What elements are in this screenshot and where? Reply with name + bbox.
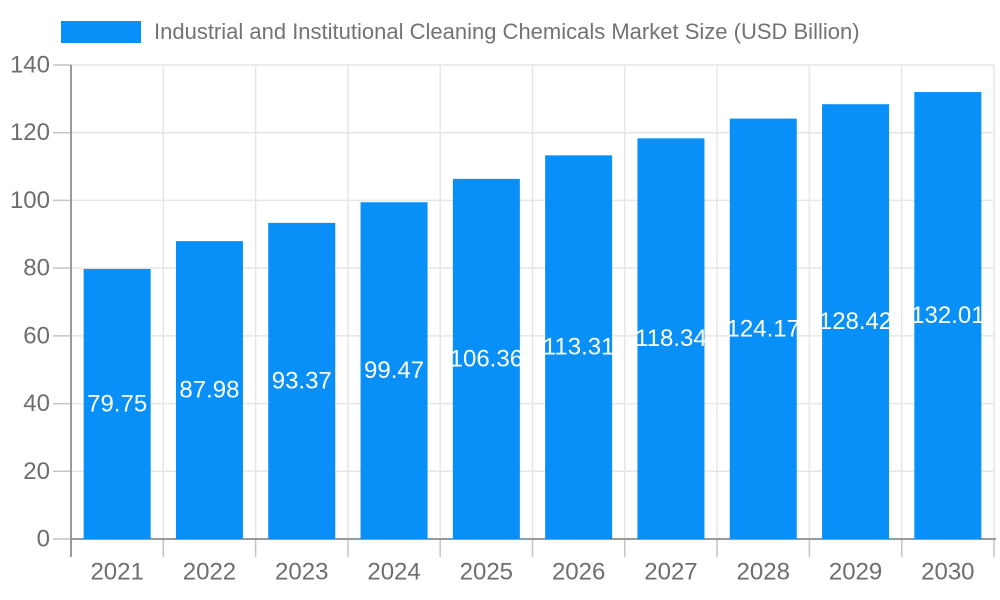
bar-2023[interactable] [268,222,336,539]
y-tick-label-80: 80 [23,255,50,282]
bar-value-label-2022: 87.98 [179,377,239,404]
x-tick-label-2030: 2030 [921,559,974,586]
bar-2029[interactable] [822,104,890,539]
y-tick-label-0: 0 [37,526,50,553]
bar-2021[interactable] [83,268,151,539]
x-tick-label-2026: 2026 [552,559,605,586]
x-tick-label-2028: 2028 [737,559,790,586]
legend-label: Industrial and Institutional Cleaning Ch… [154,19,860,44]
bar-2027[interactable] [637,138,705,539]
bar-value-label-2029: 128.42 [819,308,892,335]
bar-value-label-2025: 106.36 [450,345,523,372]
legend[interactable]: Industrial and Institutional Cleaning Ch… [61,14,860,50]
bar-value-label-2027: 118.34 [635,325,707,352]
bar-value-label-2021: 79.75 [87,390,147,417]
bar-value-label-2024: 99.47 [364,357,424,384]
bar-2024[interactable] [360,202,428,539]
bar-2030[interactable] [914,92,982,540]
legend-swatch[interactable] [61,21,141,43]
bar-value-label-2026: 113.31 [543,334,615,361]
bar-value-label-2030: 132.01 [911,302,984,329]
x-tick-label-2022: 2022 [183,559,236,586]
x-tick-label-2029: 2029 [829,559,882,586]
x-tick-label-2025: 2025 [460,559,513,586]
bar-2026[interactable] [545,155,613,539]
y-tick-label-20: 20 [23,458,50,485]
bar-2022[interactable] [175,241,243,539]
x-tick-label-2023: 2023 [275,559,328,586]
bar-2028[interactable] [729,118,797,539]
y-tick-label-100: 100 [10,187,50,214]
x-tick-label-2027: 2027 [644,559,697,586]
x-tick-label-2024: 2024 [367,559,420,586]
bar-value-label-2028: 124.17 [727,315,800,342]
y-tick-label-140: 140 [10,52,50,79]
y-tick-label-60: 60 [23,322,50,349]
y-tick-label-40: 40 [23,390,50,417]
bar-2025[interactable] [452,178,520,539]
y-tick-label-120: 120 [10,119,50,146]
x-tick-label-2021: 2021 [90,559,143,586]
bar-value-label-2023: 93.37 [272,367,332,394]
